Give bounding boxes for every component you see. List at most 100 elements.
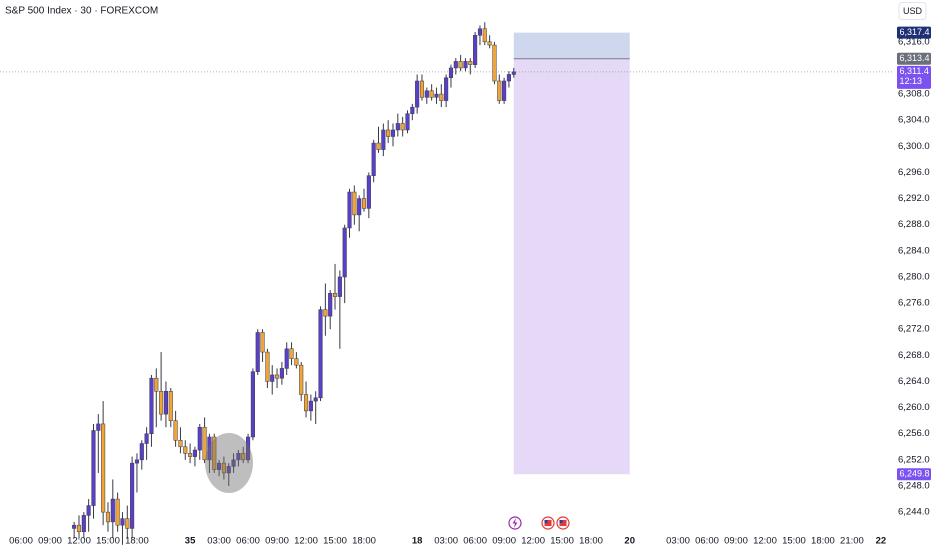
- currency-box[interactable]: [898, 2, 927, 20]
- price-label: 6,317.4: [900, 27, 930, 37]
- candle-body: [212, 436, 217, 470]
- candle-body: [395, 123, 400, 131]
- x-tick-label: 09:00: [724, 536, 748, 547]
- candle-body: [497, 80, 502, 101]
- x-tick-label: 22: [876, 536, 887, 547]
- x-tick-label: 15:00: [782, 536, 806, 547]
- candle-body: [250, 371, 255, 438]
- candle-body: [511, 71, 516, 75]
- candle-body: [260, 332, 265, 353]
- candle-body: [448, 67, 454, 78]
- position-layer: [0, 32, 893, 475]
- candle-body: [236, 453, 241, 461]
- candle-body: [390, 129, 396, 137]
- candle-body: [352, 191, 357, 216]
- candle-body: [72, 524, 77, 529]
- candle-body: [337, 276, 342, 297]
- candle-body: [188, 453, 193, 457]
- x-tick-label: 06:00: [463, 536, 487, 547]
- candle-body: [125, 518, 130, 529]
- candle-body: [115, 498, 120, 526]
- event-icons: [508, 516, 570, 530]
- target-zone: [513, 58, 630, 475]
- x-tick-label: 09:00: [38, 536, 62, 547]
- candle-body: [294, 358, 299, 366]
- candle-body: [91, 430, 96, 506]
- candle-body: [275, 374, 280, 379]
- candle-body: [299, 364, 304, 395]
- event-flag-glyph: [559, 520, 563, 523]
- x-tick-label: 12:00: [67, 536, 91, 547]
- y-tick-label: 6,316.0: [898, 36, 930, 47]
- x-tick-label: 18:00: [125, 536, 149, 547]
- candle-body: [101, 423, 106, 513]
- x-tick-label: 12:00: [521, 536, 545, 547]
- y-tick-label: 6,276.0: [898, 298, 930, 309]
- stop-zone: [513, 32, 630, 59]
- price-label: 6,313.4: [900, 53, 930, 63]
- candle-body: [120, 518, 125, 526]
- candle-body: [482, 28, 487, 43]
- candle-body: [361, 198, 367, 209]
- candle-body: [332, 293, 338, 297]
- y-tick-label: 6,280.0: [898, 271, 930, 282]
- candle-body: [424, 90, 429, 98]
- candle-body: [381, 129, 386, 150]
- candle-body: [130, 462, 135, 529]
- candle-body: [144, 433, 149, 444]
- x-tick-label: 15:00: [550, 536, 574, 547]
- x-tick-label: 03:00: [207, 536, 231, 547]
- x-tick-label: 12:00: [294, 536, 318, 547]
- candle-body: [328, 293, 333, 317]
- y-tick-label: 6,256.0: [898, 428, 930, 439]
- y-tick-label: 6,300.0: [898, 141, 930, 152]
- x-tick-label: 15:00: [323, 536, 347, 547]
- candle-body: [458, 61, 463, 69]
- candle-body: [226, 466, 231, 474]
- candle-body: [342, 227, 347, 278]
- candle-body: [96, 423, 101, 431]
- y-tick-label: 6,272.0: [898, 324, 930, 335]
- candle-body: [463, 61, 468, 69]
- x-tick-label: 06:00: [9, 536, 33, 547]
- x-tick-label: 09:00: [265, 536, 289, 547]
- y-tick-label: 6,296.0: [898, 167, 930, 178]
- countdown: 12:13: [900, 76, 923, 86]
- axis-layer: 6,244.0 6,248.0 6,252.0 6,256.0 6,260.0 6,264…: [9, 26, 931, 547]
- candle-body: [303, 394, 309, 412]
- candle-body: [197, 426, 202, 451]
- candle-body: [308, 400, 313, 412]
- candle-body: [386, 129, 391, 137]
- x-tick-label: 21:00: [840, 536, 864, 547]
- x-tick-label: 18:00: [579, 536, 603, 547]
- candle-body: [192, 449, 197, 457]
- candle-body: [415, 80, 420, 108]
- x-tick-label: 18:00: [352, 536, 376, 547]
- price-label-box: [897, 26, 931, 39]
- y-tick-label: 6,304.0: [898, 115, 930, 126]
- candle-body: [241, 453, 246, 461]
- candle-body: [217, 462, 222, 470]
- candle-body: [86, 505, 91, 516]
- candle-body: [405, 113, 410, 131]
- candle-body: [246, 436, 251, 461]
- candle-body: [313, 397, 318, 402]
- candle-body: [371, 142, 376, 176]
- y-tick-label: 6,268.0: [898, 350, 930, 361]
- candle-body: [419, 80, 425, 98]
- event-flag-glyph: [544, 520, 548, 523]
- candle-body: [366, 175, 371, 209]
- x-tick-label: 15:00: [96, 536, 120, 547]
- x-tick-label: 09:00: [492, 536, 516, 547]
- candle-body: [357, 198, 362, 216]
- currency[interactable]: USD: [903, 6, 923, 16]
- x-tick-label: 20: [624, 536, 635, 547]
- x-tick-label: 06:00: [236, 536, 260, 547]
- chart-title: S&P 500 Index · 30 · FOREXCOM: [5, 6, 158, 17]
- candle-body: [473, 35, 478, 65]
- y-tick-label: 6,288.0: [898, 219, 930, 230]
- y-tick-label: 6,264.0: [898, 376, 930, 387]
- price-label-box: [897, 52, 931, 65]
- x-tick-label: 03:00: [434, 536, 458, 547]
